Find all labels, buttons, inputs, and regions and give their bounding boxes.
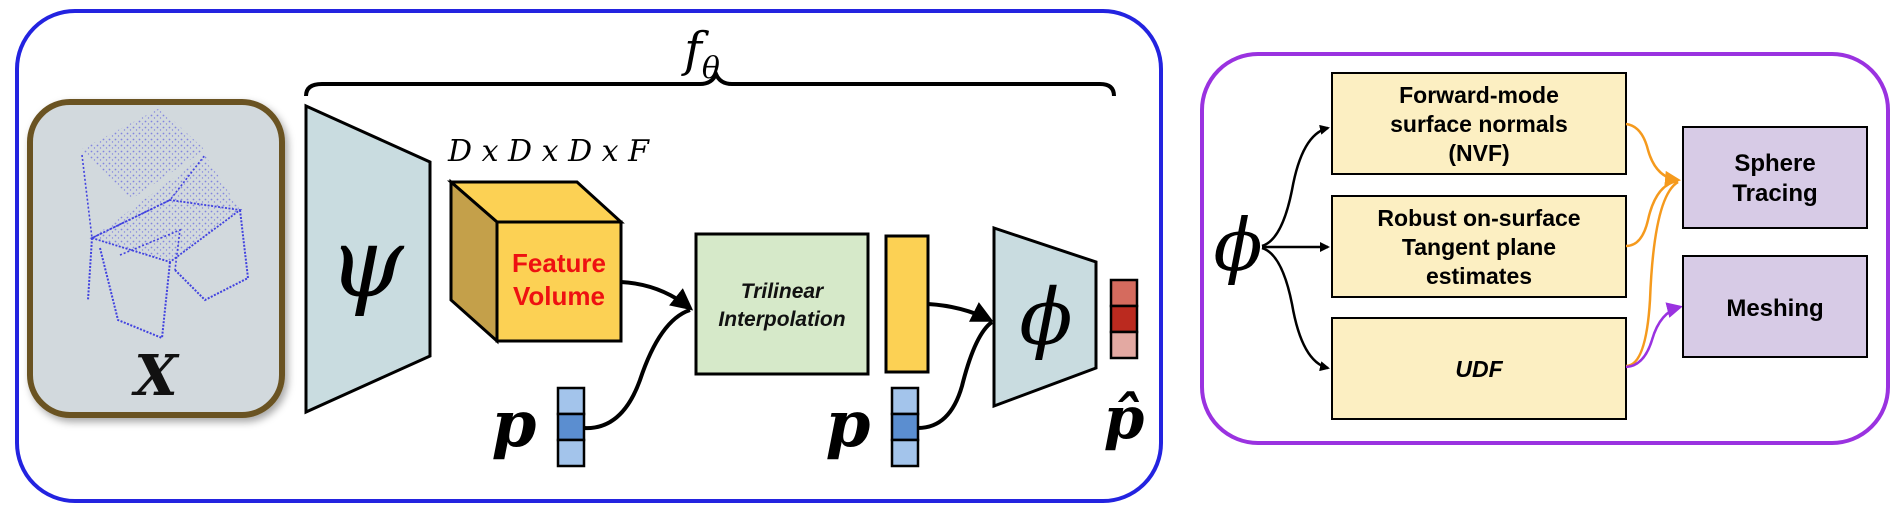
feature-volume-line2: Volume [513,281,605,311]
box-forward-mode-normals: Forward-mode surface normals (NVF) [1331,72,1627,175]
udf-label: UDF [1455,356,1503,382]
trilinear-line1: Trilinear [741,280,825,303]
box-meshing: Meshing [1682,255,1868,358]
trilinear-interpolation-box: Trilinear Interpolation [694,232,870,376]
meshing-label: Meshing [1726,295,1823,322]
arrow-point-to-trilinear [583,308,691,431]
psi-symbol: ψ [328,207,405,319]
query-point-vector-2: p [826,386,920,468]
normals-line1: Forward-mode [1399,82,1559,108]
input-label: X [131,343,180,409]
query-point-label-1: p [492,387,537,462]
f-theta-label: fθ [681,22,720,86]
chair-point-cloud-icon [80,108,249,339]
encoder-psi: ψ [304,103,432,415]
arrow-latent-to-decoder [927,302,994,322]
theta-subscript: θ [702,51,720,86]
box-tangent-plane: Robust on-surface Tangent plane estimate… [1331,195,1627,298]
arrow-phi-to-normals [1261,124,1330,248]
trilinear-line2: Interpolation [718,308,845,331]
volume-dims-label: D x D x D x F [447,134,650,169]
arrow-volume-to-trilinear [620,280,694,311]
tangent-line3: estimates [1426,263,1532,289]
sphere-line1: Sphere [1734,150,1815,177]
decoder-phi: ϕ [992,225,1098,409]
arrow-udf-to-meshing [1625,302,1683,369]
tangent-line1: Robust on-surface [1377,205,1580,231]
applications-panel-border [1200,52,1890,445]
sphere-line2: Tracing [1732,180,1817,207]
applications-phi-symbol: ϕ [1213,203,1262,287]
box-udf: UDF [1331,317,1627,420]
normals-line2: surface normals [1390,111,1568,137]
normals-line3: (NVF) [1448,140,1509,166]
query-point-vector-1: p [492,386,586,468]
output-label: p̂ [1104,384,1145,452]
arrow-tangent-to-sphere-tracing [1625,179,1679,248]
pipeline-panel-border [15,9,1163,503]
arrow-phi-to-udf [1261,246,1330,372]
arrow-point-to-decoder [917,320,994,430]
tangent-line2: Tangent plane [1402,234,1556,260]
decoder-phi-symbol: ϕ [1019,273,1072,363]
query-point-label-2: p [826,387,871,462]
box-sphere-tracing: Sphere Tracing [1682,126,1868,229]
input-point-cloud: X [27,99,285,418]
f-theta-brace: fθ [304,22,1116,97]
feature-volume-line1: Feature [512,248,606,278]
feature-volume-cube: Feature Volume [446,178,625,345]
latent-feature-bar [884,234,930,374]
output-vector: p̂ [1104,278,1145,452]
arrow-udf-to-sphere-tracing [1625,180,1679,368]
arrow-normals-to-sphere-tracing [1625,122,1681,187]
